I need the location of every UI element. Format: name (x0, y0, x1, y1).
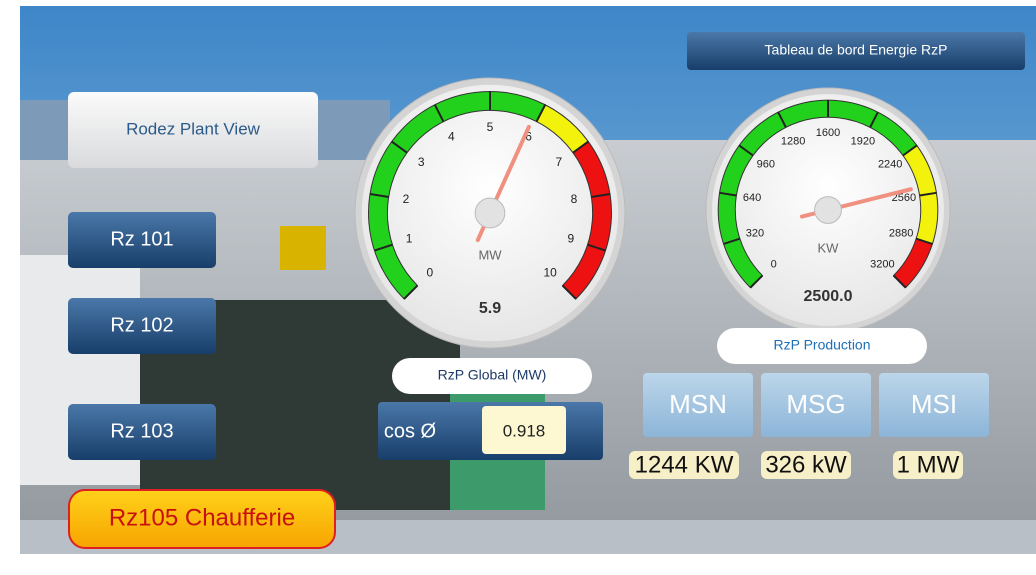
meter-reading: 326 kW (765, 451, 847, 478)
gauge-caption: RzP Global (MW) (438, 367, 547, 383)
gauge-tick-label: 6 (525, 129, 532, 143)
gauge-tick-label: 2560 (892, 192, 916, 204)
gauge-tick-label: 960 (757, 159, 775, 171)
plant-view-button[interactable] (68, 92, 318, 168)
gauge-tick-label: 9 (568, 231, 575, 245)
gauge-tick-label: 640 (743, 192, 761, 204)
button-label[interactable]: Rz 101 (110, 228, 173, 250)
gauge-tick (591, 193, 611, 198)
gauge-tick (403, 284, 419, 300)
gauge-tick-label: 4 (448, 129, 455, 143)
gauge-tick-label: 1280 (781, 135, 805, 147)
meter-reading-bg (761, 451, 851, 479)
rz102-button[interactable] (68, 298, 216, 354)
meter-reading: 1244 KW (635, 451, 734, 478)
gauge-tick-label: 1920 (851, 135, 875, 147)
meter-button[interactable] (879, 373, 989, 437)
gauge-tick (892, 274, 907, 289)
gauge-tick (374, 243, 393, 252)
gauge-caption: RzP Production (773, 337, 870, 353)
gauge-tick (915, 237, 933, 245)
header-title: Tableau de bord Energie RzP (765, 42, 948, 58)
meter-name[interactable]: MSI (911, 389, 957, 419)
gauges: 0 1 2 3 4 5 6 7 8 9 10 MW 5.9 RzP Global (MW) 0 320 640 9… (354, 77, 951, 394)
gauge-tick (902, 144, 918, 157)
gauge-tick-label: 7 (555, 155, 562, 169)
gauge-tick-label: 5 (487, 120, 494, 134)
gauge-tick-label: 3 (418, 155, 425, 169)
gauge-tick-label: 2 (403, 192, 410, 206)
gauge-tick-label: 0 (427, 265, 434, 279)
gauge-value: 5.9 (479, 300, 501, 317)
cos-phi-value: 0.918 (503, 421, 546, 440)
meter-button[interactable] (643, 373, 753, 437)
rz103-button[interactable] (68, 404, 216, 460)
meter-reading-bg (893, 451, 963, 479)
gauge-tick (587, 243, 606, 252)
gauge-tick-label: 3200 (870, 258, 894, 270)
gauge-tick-label: 1600 (816, 127, 840, 139)
cos-phi-label: cos Ø (384, 420, 436, 442)
meters: MSN 1244 KW MSG 326 kW MSI 1 MW (629, 373, 989, 479)
gauge-tick (719, 191, 737, 197)
gauge-tick (433, 104, 445, 123)
gauge-hub (474, 197, 506, 229)
gauge-value: 2500.0 (804, 288, 853, 305)
gauge-tick (561, 284, 577, 300)
gauge-caption-bg (392, 358, 592, 394)
meter-button[interactable] (761, 373, 871, 437)
gauge-tick (369, 193, 389, 198)
gauge-tick (535, 104, 547, 123)
gauge-tick (723, 237, 741, 245)
gauge-tick (869, 111, 879, 128)
gauge-tick (572, 140, 589, 154)
button-label[interactable]: Rz 103 (110, 420, 173, 442)
meter-reading-bg (629, 451, 739, 479)
chaufferie-button[interactable] (68, 489, 336, 549)
header-bar (687, 32, 1025, 70)
gauge-tick-label: 0 (771, 258, 777, 270)
rz101-button[interactable] (68, 212, 216, 268)
button-label[interactable]: Rz 102 (110, 314, 173, 336)
gauge-hub (814, 196, 842, 224)
gauge-caption-bg (717, 328, 927, 364)
gauge-tick-label: 2880 (889, 228, 913, 240)
meter-name[interactable]: MSN (669, 389, 727, 419)
gauge-tick (919, 191, 937, 197)
gauge-tick (738, 144, 754, 157)
gauge-unit: KW (818, 240, 840, 255)
gauge-tick-label: 320 (746, 228, 764, 240)
button-label[interactable]: Rodez Plant View (126, 119, 261, 138)
gauge-tick (777, 111, 787, 128)
gauge-unit: MW (478, 248, 502, 263)
gauge-tick-label: 1 (406, 231, 413, 245)
gauge-tick-label: 10 (543, 265, 557, 279)
meter-name[interactable]: MSG (786, 389, 845, 419)
gauge-tick-label: 2240 (878, 159, 902, 171)
button-label[interactable]: Rz105 Chaufferie (109, 504, 295, 531)
gauge-tick (391, 140, 408, 154)
gauge-tick-label: 8 (571, 192, 578, 206)
meter-reading: 1 MW (897, 451, 960, 478)
cos-phi-box (482, 406, 566, 454)
gauge-tick (749, 274, 764, 289)
